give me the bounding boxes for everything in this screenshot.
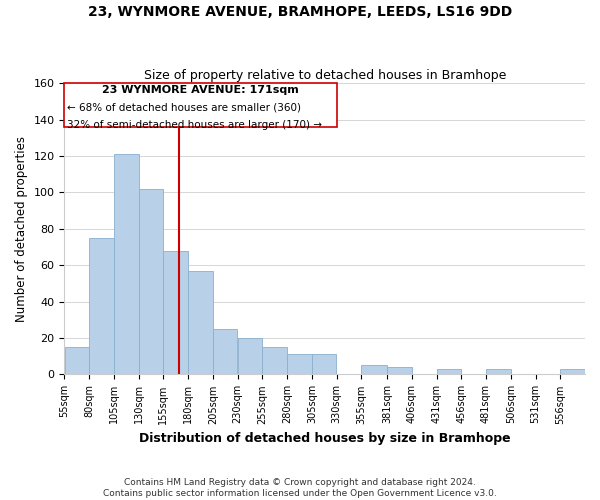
Text: ← 68% of detached houses are smaller (360): ← 68% of detached houses are smaller (36… [67, 102, 301, 113]
Y-axis label: Number of detached properties: Number of detached properties [15, 136, 28, 322]
FancyBboxPatch shape [64, 83, 337, 127]
Bar [213, 329, 238, 374]
Text: 32% of semi-detached houses are larger (170) →: 32% of semi-detached houses are larger (… [67, 120, 322, 130]
Bar [312, 354, 337, 374]
Bar [287, 354, 312, 374]
Bar [361, 366, 387, 374]
Bar [262, 347, 287, 374]
Bar [486, 369, 511, 374]
Bar [437, 369, 461, 374]
Bar [139, 189, 163, 374]
Bar [238, 338, 262, 374]
Bar [560, 369, 585, 374]
Title: Size of property relative to detached houses in Bramhope: Size of property relative to detached ho… [143, 69, 506, 82]
Bar [163, 250, 188, 374]
X-axis label: Distribution of detached houses by size in Bramhope: Distribution of detached houses by size … [139, 432, 511, 445]
Bar [114, 154, 139, 374]
Bar [387, 367, 412, 374]
Bar [89, 238, 114, 374]
Bar [65, 347, 89, 374]
Bar [188, 270, 213, 374]
Text: 23 WYNMORE AVENUE: 171sqm: 23 WYNMORE AVENUE: 171sqm [102, 85, 299, 95]
Text: 23, WYNMORE AVENUE, BRAMHOPE, LEEDS, LS16 9DD: 23, WYNMORE AVENUE, BRAMHOPE, LEEDS, LS1… [88, 5, 512, 19]
Text: Contains HM Land Registry data © Crown copyright and database right 2024.
Contai: Contains HM Land Registry data © Crown c… [103, 478, 497, 498]
